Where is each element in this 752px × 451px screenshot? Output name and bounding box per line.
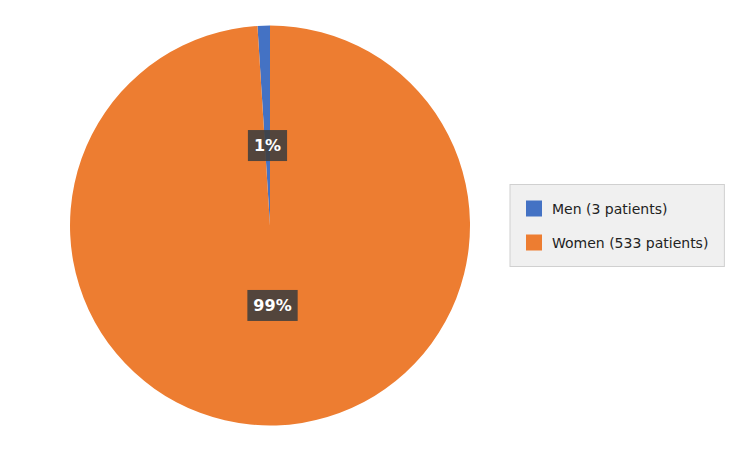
data-label-box [247, 290, 297, 321]
legend-swatch [526, 235, 542, 251]
data-label-group: 1% [248, 130, 287, 161]
chart: 1% 99% Men (3 patients) Women (533 patients… [0, 0, 752, 451]
pie-slice [70, 26, 470, 426]
pie [70, 26, 470, 426]
legend-item: Men (3 patients) [526, 201, 667, 217]
legend: Men (3 patients) Women (533 patients) [510, 185, 724, 267]
data-labels: 1% 99% [247, 130, 297, 321]
legend-swatch [526, 201, 542, 217]
legend-frame [510, 185, 724, 267]
legend-label: Women (533 patients) [552, 235, 708, 251]
data-label-group: 99% [247, 290, 297, 321]
data-label: 99% [253, 296, 291, 315]
data-label: 1% [254, 136, 281, 155]
data-label-box [248, 130, 287, 161]
legend-label: Men (3 patients) [552, 201, 667, 217]
legend-item: Women (533 patients) [526, 235, 708, 251]
